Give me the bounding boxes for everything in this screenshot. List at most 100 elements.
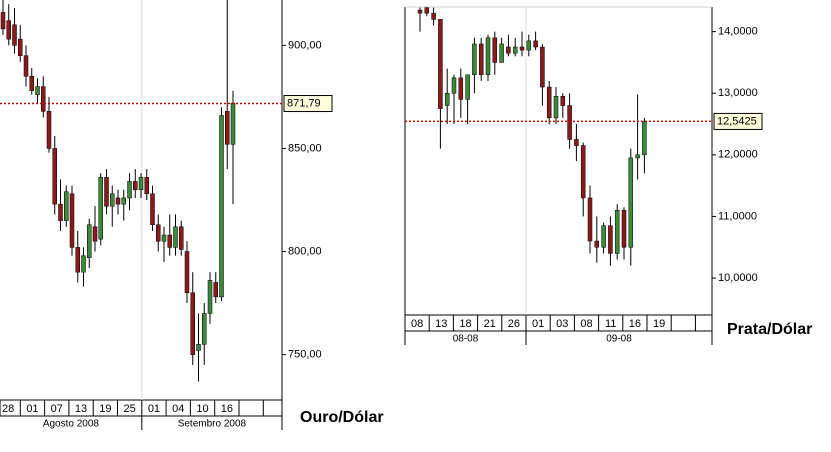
candle-body xyxy=(574,139,579,146)
candle-body xyxy=(560,96,566,106)
candle-body xyxy=(46,111,52,149)
candle-body xyxy=(621,210,627,248)
candle-body xyxy=(492,37,498,63)
last-price-box xyxy=(283,95,333,113)
x-tick-label: 21 xyxy=(484,318,496,330)
x-tick-label: 25 xyxy=(124,403,136,415)
candle-body xyxy=(87,224,92,258)
candle-body xyxy=(41,86,46,112)
candle-body xyxy=(512,46,518,54)
candle-body xyxy=(417,9,423,14)
x-tick-label: 13 xyxy=(435,318,447,330)
candle-body xyxy=(29,76,34,91)
y-tick-label: 12,0000 xyxy=(718,149,758,161)
y-tick-label: 11,0000 xyxy=(718,210,757,222)
candle-body xyxy=(64,191,69,221)
chart-title: Prata/Dólar xyxy=(727,321,812,338)
candle-body xyxy=(444,92,450,106)
candle-body xyxy=(635,154,640,159)
candle-body xyxy=(0,12,6,30)
month-label: Setembro 2008 xyxy=(178,419,247,430)
candle-body xyxy=(608,225,613,254)
candle-body xyxy=(553,96,559,119)
candle-body xyxy=(580,145,586,199)
x-tick-label: 01 xyxy=(26,403,38,415)
candle-body xyxy=(156,224,161,242)
candle-body xyxy=(58,203,63,221)
candle-body xyxy=(230,102,236,145)
candle-body xyxy=(451,77,457,94)
candle-body xyxy=(506,46,511,54)
candle-body xyxy=(219,115,224,298)
candle-body xyxy=(173,226,178,248)
x-tick-label: 08 xyxy=(580,318,592,330)
candle-body xyxy=(104,177,109,207)
candle-body xyxy=(207,280,213,314)
candle-body xyxy=(424,7,430,14)
candle-body xyxy=(179,226,184,250)
last-price-box xyxy=(713,112,763,130)
x-tick-label: 16 xyxy=(221,403,233,415)
y-tick-label: 800,00 xyxy=(288,245,322,257)
candle-body xyxy=(121,197,126,205)
candle-body xyxy=(35,86,40,96)
candle-body xyxy=(110,193,115,207)
y-tick-label: 750,00 xyxy=(288,349,322,361)
candle-body xyxy=(23,55,29,77)
candle-body xyxy=(161,234,167,242)
y-tick-label: 14,0000 xyxy=(718,26,758,38)
candle-body xyxy=(190,292,195,355)
candle-body xyxy=(465,74,470,100)
candle-body xyxy=(431,12,436,20)
x-tick-label: 01 xyxy=(148,403,160,415)
candle-body xyxy=(115,197,121,205)
x-tick-label: 16 xyxy=(629,318,641,330)
candle-body xyxy=(614,210,620,254)
x-tick-label: 03 xyxy=(556,318,568,330)
candle-body xyxy=(519,46,525,51)
x-tick-label: 28 xyxy=(2,403,14,415)
candle-body xyxy=(594,240,600,248)
candle-body xyxy=(587,197,593,242)
candle-body xyxy=(546,86,552,119)
candle-body xyxy=(499,43,504,63)
candle-body xyxy=(81,255,86,273)
month-label: 09-08 xyxy=(606,334,632,345)
candle-body xyxy=(213,282,218,298)
candle-body xyxy=(567,105,572,140)
candle-body xyxy=(133,181,138,190)
month-label: 08-08 xyxy=(453,334,479,345)
candle-body xyxy=(98,177,103,240)
candle-body xyxy=(167,234,172,248)
candle-body xyxy=(69,193,75,248)
chart-title: Ouro/Dólar xyxy=(300,409,384,426)
candle-body xyxy=(533,40,538,48)
x-tick-label: 08 xyxy=(411,318,423,330)
candle-body xyxy=(485,37,491,76)
y-tick-label: 900,00 xyxy=(288,39,322,51)
x-tick-label: 18 xyxy=(459,318,471,330)
candle-body xyxy=(472,43,477,76)
last-price-label: 871,79 xyxy=(287,97,321,109)
candle-body xyxy=(438,19,443,109)
x-tick-label: 04 xyxy=(172,403,184,415)
x-tick-label: 01 xyxy=(532,318,544,330)
candle-body xyxy=(150,193,155,225)
x-tick-label: 10 xyxy=(196,403,208,415)
x-tick-label: 19 xyxy=(99,403,111,415)
candle-body xyxy=(458,77,464,100)
candle-body xyxy=(540,46,545,88)
candle-body xyxy=(12,24,17,46)
candle-body xyxy=(601,225,606,248)
candle-body xyxy=(138,177,144,190)
candle-body xyxy=(75,247,80,273)
last-price-label: 12,5425 xyxy=(717,115,757,127)
month-label: Agosto 2008 xyxy=(43,419,100,430)
x-tick-label: 07 xyxy=(51,403,63,415)
y-tick-label: 850,00 xyxy=(288,142,322,154)
candle-body xyxy=(6,20,11,40)
candle-body xyxy=(478,43,484,76)
x-tick-label: 19 xyxy=(653,318,665,330)
